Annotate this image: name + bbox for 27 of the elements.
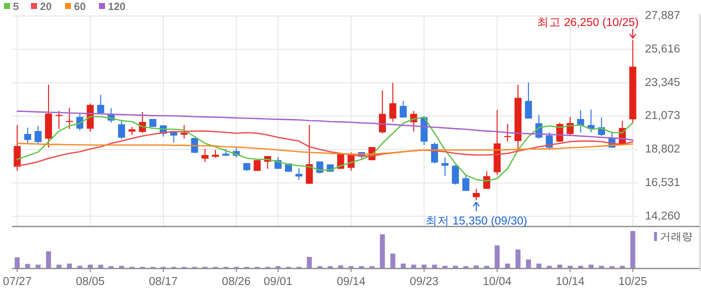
x-tick-label: 09/14 xyxy=(336,276,366,288)
x-tick-label: 10/14 xyxy=(556,276,586,288)
x-tick-label: 09/23 xyxy=(410,276,439,288)
legend-label: 5 xyxy=(13,1,19,13)
annotation: 최고 26,250 (10/25) xyxy=(536,17,639,39)
annotation: 최저 15,350 (09/30) xyxy=(425,201,528,228)
x-tick-label: 07/27 xyxy=(2,276,32,288)
x-tick-label: 09/01 xyxy=(264,276,292,288)
legend-label: 20 xyxy=(40,1,52,13)
y-tick-label: 23,345 xyxy=(645,76,680,89)
legend-label: 120 xyxy=(108,1,126,13)
x-tick-label: 08/17 xyxy=(148,276,178,288)
y-tick-label: 21,073 xyxy=(645,110,680,122)
annotation: 최고 26,250 (10/25) xyxy=(536,17,639,30)
legend-label: 60 xyxy=(74,1,86,13)
x-tick-label: 10/25 xyxy=(618,276,648,288)
y-tick-label: 14,260 xyxy=(645,210,680,222)
annotation: 최저 15,350 (09/30) xyxy=(425,215,528,228)
legend: 거래량 xyxy=(654,231,693,243)
legend-label: 거래량 xyxy=(660,231,693,243)
x-tick-label: 08/05 xyxy=(76,276,105,288)
x-tick-label: 08/26 xyxy=(222,276,251,288)
y-tick-label: 18,802 xyxy=(645,144,680,156)
y-tick-label: 27,887 xyxy=(645,10,680,22)
x-tick-label: 10/04 xyxy=(482,276,512,288)
y-tick-label: 16,531 xyxy=(645,176,680,189)
y-tick-label: 25,616 xyxy=(645,43,680,56)
